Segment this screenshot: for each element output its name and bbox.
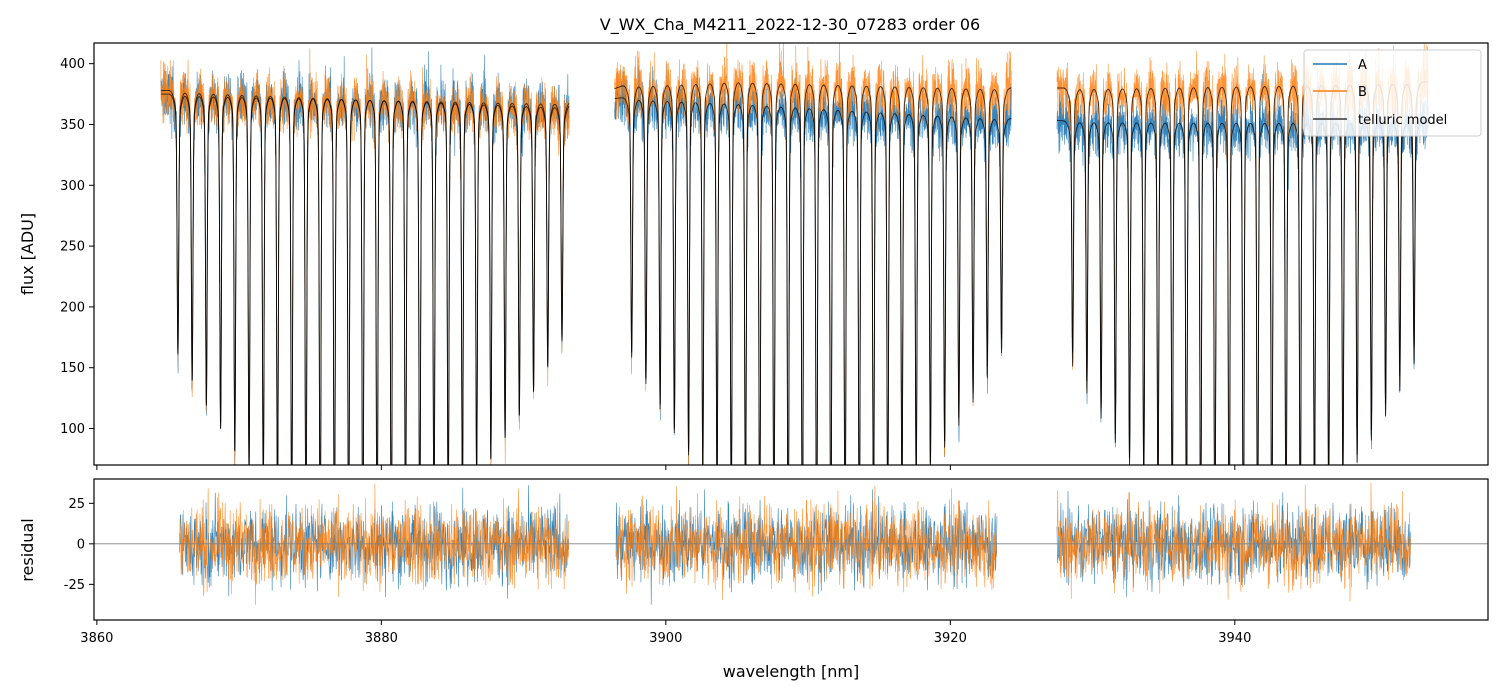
residual-x-tick-label: 3900: [649, 631, 682, 646]
residual-y-axis-label: residual: [18, 518, 37, 581]
residual-x-tick-label: 3880: [365, 631, 398, 646]
telluric-model-line-B: [160, 81, 1429, 465]
residual-axes-frame: [93, 478, 1489, 621]
telluric-model-line-A: [160, 93, 1429, 465]
residual-y-tick-label: -25: [64, 578, 85, 593]
flux-y-axis-label: flux [ADU]: [18, 213, 37, 295]
flux-y-tick-label: 400: [60, 57, 85, 72]
residual-x-tick-label: 3920: [934, 631, 967, 646]
flux-panel: 100 150 200 250 300 350 400 flux [ADU] A B tel…: [18, 42, 1489, 470]
legend-label-B: B: [1358, 85, 1367, 100]
flux-series-group: [160, 43, 1429, 465]
flux-y-tick-label: 100: [60, 422, 85, 437]
flux-y-ticks: 100 150 200 250 300 350 400: [60, 57, 94, 437]
x-axis-label: wavelength [nm]: [723, 662, 860, 681]
flux-y-tick-label: 300: [60, 179, 85, 194]
legend-label-A: A: [1358, 58, 1367, 73]
chart-title: V_WX_Cha_M4211_2022-12-30_07283 order 06: [600, 15, 980, 35]
flux-y-tick-label: 350: [60, 118, 85, 133]
legend-label-model: telluric model: [1358, 113, 1447, 128]
residual-panel: -25 0 25 3860 3880 3900 3920 3940 residual wav…: [18, 478, 1489, 681]
flux-y-tick-label: 150: [60, 361, 85, 376]
residual-y-tick-label: 25: [68, 497, 85, 512]
residual-y-tick-label: 0: [77, 537, 85, 552]
residual-x-tick-label: 3860: [80, 631, 113, 646]
flux-y-tick-label: 250: [60, 240, 85, 255]
residual-y-ticks: -25 0 25: [64, 497, 94, 593]
residual-x-tick-label: 3940: [1218, 631, 1251, 646]
flux-axes-frame: [93, 42, 1489, 466]
legend-box: [1303, 49, 1482, 137]
flux-x-ticks: [96, 465, 1236, 470]
residual-B-line: [179, 482, 1412, 605]
legend: A B telluric model: [1303, 49, 1482, 137]
flux-y-tick-label: 200: [60, 300, 85, 315]
residual-x-ticks: 3860 3880 3900 3920 3940: [80, 620, 1251, 646]
residual-series-group: [94, 482, 1488, 605]
